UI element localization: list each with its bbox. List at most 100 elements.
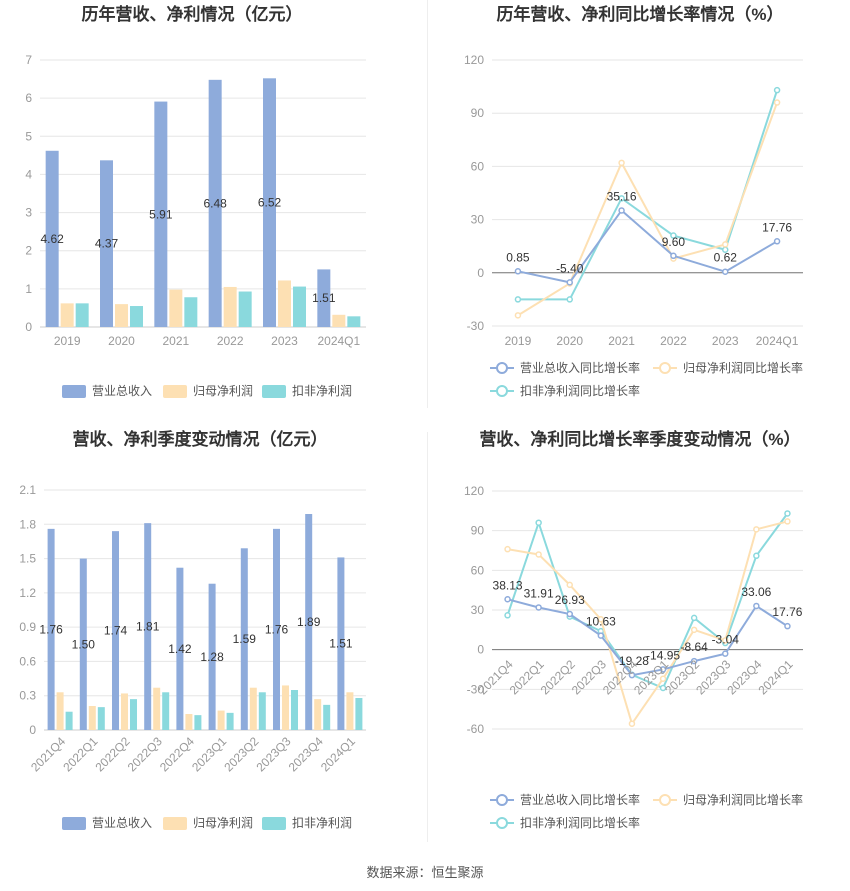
bar-deducted-profit (291, 690, 298, 730)
quarterly-growth-rate-chart: 营收、净利同比增长率季度变动情况（%） -60 -30 0 30 60 90 120 38.13… (464, 429, 803, 830)
bar-value-label: 1.51 (329, 637, 353, 651)
x-tick-label: 2022Q2 (93, 734, 133, 774)
line-point (597, 632, 605, 639)
x-tick-label: 2020 (556, 334, 583, 348)
line-point (659, 666, 667, 673)
bar-deducted-profit (130, 306, 143, 327)
bar-deducted-profit (75, 303, 89, 327)
bar-value-label: 1.89 (297, 615, 321, 629)
x-tick-label: 2021Q4 (28, 734, 68, 774)
bar-value-label: 6.52 (258, 196, 282, 210)
line-point (659, 684, 667, 692)
line-point (690, 614, 698, 622)
line-point (784, 622, 791, 630)
x-tick-label: 2023Q3 (254, 734, 294, 774)
line-point (618, 207, 625, 214)
y-axis-ytick-label: 2 (25, 244, 32, 258)
y-axis-ytick-label: 1.5 (19, 552, 36, 566)
line-point (670, 252, 677, 260)
x-tick-label: 2021 (608, 334, 635, 348)
bar-revenue (100, 160, 113, 327)
line-point (618, 159, 625, 167)
y-axis-ytick-label: 0.6 (19, 654, 36, 668)
x-tick-label: 2019 (505, 334, 532, 348)
bar-net-profit (282, 685, 289, 730)
y-axis-ytick-label: 1.8 (19, 517, 36, 531)
y-axis-ytick-label: 0 (25, 320, 32, 334)
x-tick-label: 2022 (660, 334, 687, 348)
line-point (773, 238, 781, 245)
legend-label: 扣非净利润 (292, 384, 352, 398)
x-tick-label: 2022 (217, 334, 244, 348)
line-value-label: 17.76 (772, 605, 802, 619)
legend-circle-marker (659, 794, 671, 806)
bar-value-label: 1.42 (168, 642, 192, 656)
y-axis-ytick-label: 0.3 (19, 689, 36, 703)
line-point (773, 86, 781, 94)
line-point (722, 650, 729, 657)
line-point (535, 551, 542, 558)
x-tick-label: 2023 (712, 334, 739, 348)
legend-circle-marker (496, 794, 508, 806)
y-axis-ytick-label: 1 (25, 282, 32, 296)
line-net-profit-growth (517, 102, 779, 317)
bar-net-profit (169, 289, 183, 327)
bar-revenue (317, 269, 331, 327)
quarterly-revenue-profit-chart: 营收、净利季度变动情况（亿元） 0 0.3 0.6 0.9 1.2 1.5 1.8 2.1 1.7… (19, 429, 366, 830)
bar-net-profit (346, 692, 354, 730)
chart-title: 营收、净利季度变动情况（亿元） (73, 429, 328, 449)
bar-deducted-profit (162, 692, 170, 730)
panel-divider-top (427, 0, 428, 408)
legend-swatch (163, 817, 187, 830)
line-point (670, 232, 677, 239)
line-point (535, 519, 542, 526)
bar-value-label: 1.76 (39, 622, 63, 636)
bar-revenue (45, 150, 59, 327)
bar-value-label: 4.37 (95, 237, 119, 251)
line-point (753, 526, 760, 533)
legend-label: 营业总收入同比增长率 (520, 360, 640, 375)
line-point (753, 552, 760, 560)
line-point (722, 637, 729, 644)
line-point (690, 626, 698, 634)
bar-revenue (273, 528, 280, 730)
line-point (618, 195, 625, 202)
bar-deducted-profit (194, 715, 202, 730)
legend-swatch (262, 817, 286, 830)
bar-revenue (144, 523, 152, 730)
legend-circle-marker (496, 385, 508, 397)
line-point (514, 296, 522, 303)
y-axis-ytick-label: 0 (477, 266, 484, 280)
bar-net-profit (314, 699, 322, 730)
line-value-label: 31.91 (524, 586, 554, 600)
bar-deducted-profit (184, 297, 198, 327)
y-axis-ytick-label: 120 (464, 53, 484, 67)
y-axis-ytick-label: 1.2 (19, 586, 36, 600)
legend-label: 归母净利润 (193, 384, 253, 398)
line-value-label: 17.76 (762, 220, 792, 234)
y-axis-ytick-label: -30 (467, 682, 485, 696)
bar-revenue (47, 528, 55, 730)
bar-value-label: 1.59 (233, 632, 257, 646)
bar-net-profit (153, 687, 161, 730)
bar-revenue (263, 78, 276, 328)
legend-label: 扣非净利润同比增长率 (520, 815, 640, 830)
bar-net-profit (121, 693, 128, 730)
legend-label: 扣非净利润同比增长率 (520, 383, 640, 398)
y-axis-ytick-label: 6 (25, 91, 32, 105)
bar-value-label: 1.51 (312, 291, 336, 305)
legend-circle-marker (496, 817, 508, 829)
x-tick-label: 2019 (54, 334, 81, 348)
legend-label: 营业总收入 (92, 816, 152, 830)
x-tick-label: 2020 (108, 334, 135, 348)
bar-value-label: 4.62 (40, 232, 64, 246)
y-axis-ytick-label: 0 (29, 723, 36, 737)
legend-swatch (62, 385, 86, 398)
bar-revenue (176, 567, 184, 730)
line-value-label: -8.64 (680, 640, 708, 654)
x-tick-label: 2024Q1 (756, 334, 799, 348)
bar-net-profit (249, 687, 257, 730)
bar-deducted-profit (323, 704, 331, 730)
line-point (566, 610, 573, 618)
bar-value-label: 1.74 (104, 624, 128, 638)
